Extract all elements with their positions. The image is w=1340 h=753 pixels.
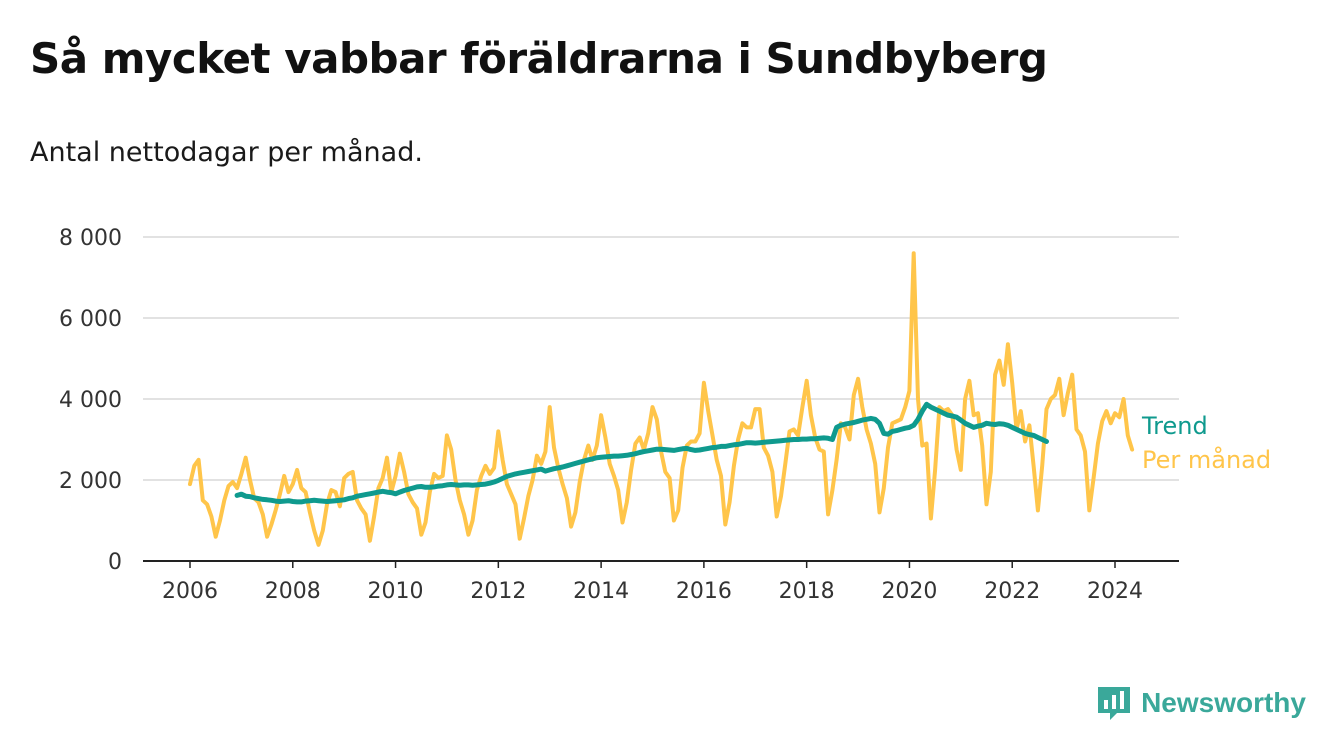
legend-label-per-manad: Per månad — [1142, 445, 1271, 474]
brand-name: Newsworthy — [1141, 687, 1306, 718]
chart-subtitle: Antal nettodagar per månad. — [30, 137, 423, 168]
x-tick-label: 2008 — [265, 579, 321, 604]
x-tick-label: 2006 — [162, 579, 218, 604]
chart-bubble-icon — [1098, 687, 1131, 720]
brand-logo: Newsworthy — [1095, 684, 1306, 722]
series-line-trend — [234, 401, 1049, 505]
legend-label-trend: Trend — [1141, 412, 1208, 440]
x-tick-label: 2020 — [881, 579, 937, 604]
x-tick-label: 2018 — [779, 579, 835, 604]
y-tick-label: 8 000 — [59, 226, 122, 251]
chart-title: Så mycket vabbar föräldrarna i Sundbyber… — [30, 34, 1048, 83]
x-tick-label: 2022 — [984, 579, 1040, 604]
x-tick-label: 2016 — [676, 579, 732, 604]
x-tick-label: 2012 — [470, 579, 526, 604]
x-tick-label: 2014 — [573, 579, 629, 604]
y-tick-label: 4 000 — [59, 388, 122, 413]
x-tick-label: 2010 — [368, 579, 424, 604]
y-tick-label: 2 000 — [59, 469, 122, 494]
y-tick-label: 6 000 — [59, 307, 122, 332]
x-tick-label: 2024 — [1087, 579, 1143, 604]
y-tick-label: 0 — [108, 550, 122, 575]
